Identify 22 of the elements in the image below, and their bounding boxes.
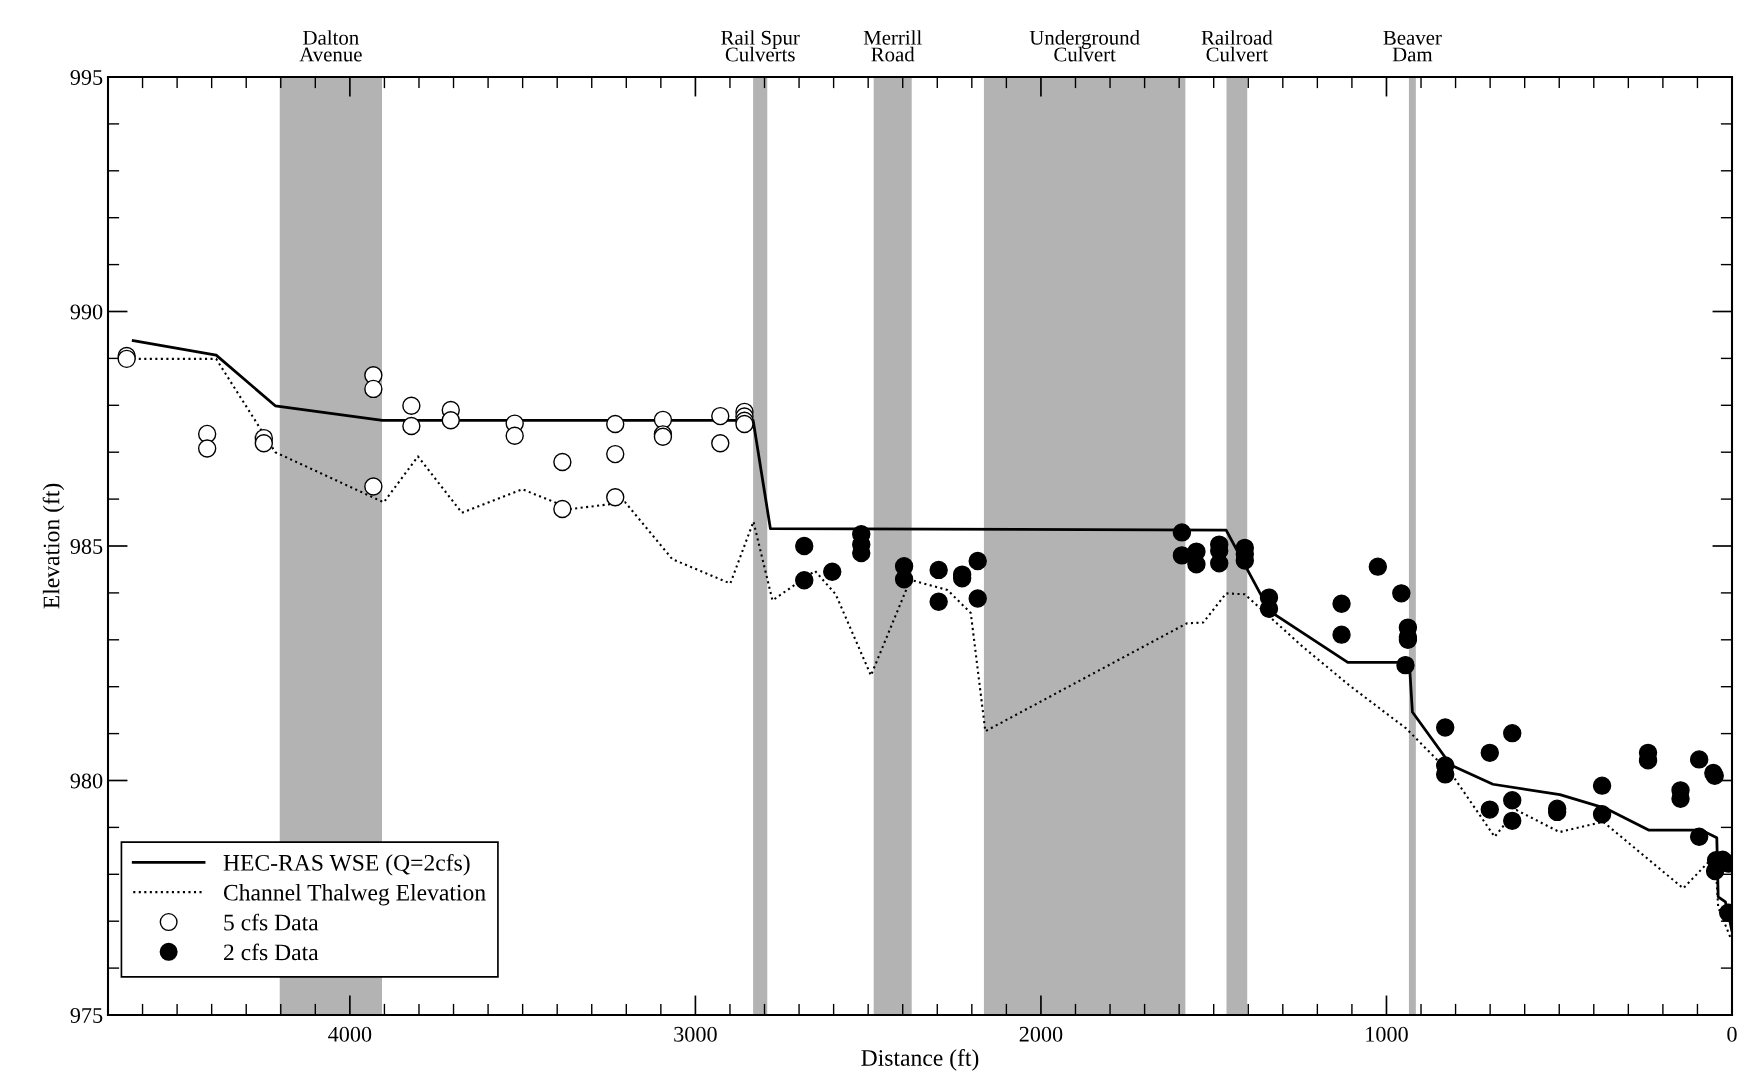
legend-label: Channel Thalweg Elevation bbox=[223, 884, 486, 906]
x-tick-label: 4000 bbox=[328, 1026, 372, 1042]
band-label: Railroad Culvert bbox=[1201, 30, 1273, 62]
x-tick-label: 1000 bbox=[1366, 1026, 1408, 1042]
band-label: Rail Spur Culverts bbox=[721, 30, 800, 62]
band-label: Dalton Avenue bbox=[299, 30, 362, 62]
legend-label: 5 cfs Data bbox=[224, 913, 319, 931]
x-tick-label: 0 bbox=[1727, 1026, 1737, 1042]
band-label: Beaver Dam bbox=[1383, 30, 1442, 62]
y-tick-label: 985 bbox=[70, 538, 103, 554]
x-axis-title: Distance (ft) bbox=[861, 1049, 979, 1071]
y-tick-label: 990 bbox=[70, 304, 103, 320]
legend-label: 2 cfs Data bbox=[223, 943, 319, 961]
x-tick-label: 3000 bbox=[674, 1026, 717, 1042]
y-tick-label: 995 bbox=[70, 69, 103, 85]
band-label: Underground Culvert bbox=[1029, 30, 1140, 62]
legend-label: HEC-RAS WSE (Q=2cfs) bbox=[223, 853, 470, 876]
x-tick-label: 2000 bbox=[1019, 1026, 1063, 1042]
y-tick-label: 980 bbox=[70, 773, 103, 789]
y-axis-title: Elevation (ft) bbox=[42, 483, 65, 609]
y-tick-label: 975 bbox=[70, 1007, 103, 1023]
band-label: Merrill Road bbox=[863, 30, 922, 62]
